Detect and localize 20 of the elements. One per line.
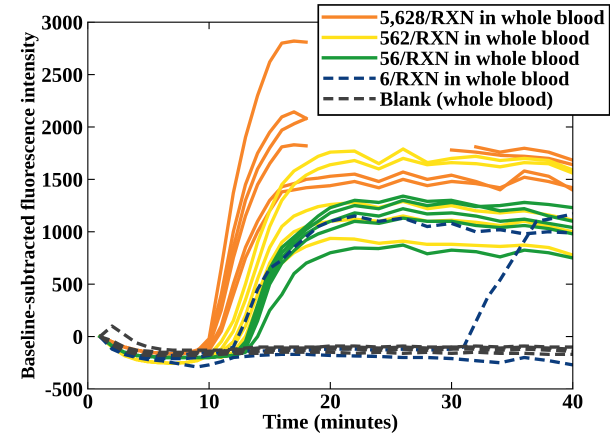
legend-label: Blank (whole blood) — [380, 92, 552, 110]
x-axis-title: Time (minutes) — [262, 414, 398, 433]
y-tick-label: -500 — [46, 382, 82, 396]
y-tick-label: 500 — [52, 278, 82, 292]
y-tick-label: 2000 — [42, 120, 82, 134]
x-tick-label: 0 — [83, 394, 92, 408]
legend-label: 5,628/RXN in whole blood — [380, 10, 604, 28]
legend-label: 6/RXN in whole blood — [380, 71, 570, 86]
x-tick-label: 20 — [320, 394, 340, 408]
legend-label: 562/RXN in whole blood — [380, 30, 590, 45]
y-tick-label: 0 — [73, 330, 82, 344]
y-tick-label: 2500 — [42, 68, 82, 82]
legend-label: 56/RXN in whole blood — [380, 50, 580, 66]
y-tick-label: 3000 — [42, 16, 82, 30]
y-axis-title: Baseline-subtracted fluorescence intensity — [20, 32, 39, 379]
x-tick-label: 40 — [562, 394, 582, 408]
x-tick-label: 30 — [442, 394, 462, 408]
y-tick-label: 1000 — [42, 225, 82, 240]
y-tick-label: 1500 — [42, 172, 82, 187]
x-tick-label: 10 — [200, 394, 219, 408]
